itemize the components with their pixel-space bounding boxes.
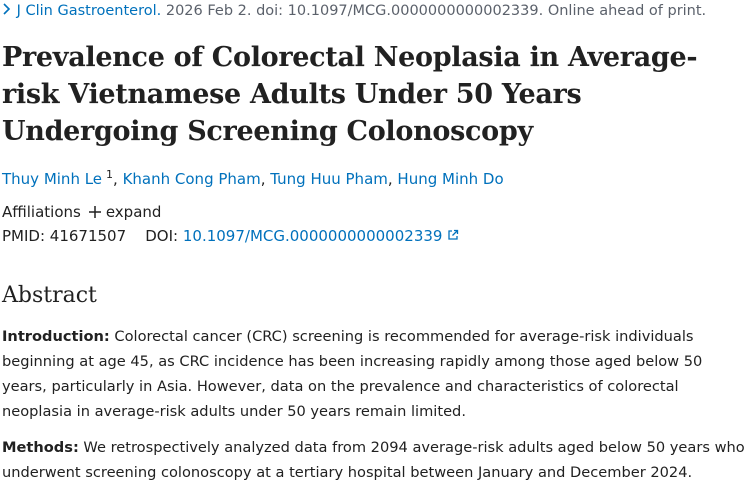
- affiliation-number[interactable]: 1: [106, 168, 114, 181]
- author-link[interactable]: Khanh Cong Pham: [122, 170, 261, 188]
- article-title: Prevalence of Colorectal Neoplasia in Av…: [2, 42, 698, 147]
- abstract-body: Introduction: Colorectal cancer (CRC) sc…: [2, 324, 748, 485]
- citation-details: 2026 Feb 2. doi: 10.1097/MCG.00000000000…: [165, 3, 707, 19]
- chevron-icon: [3, 3, 11, 15]
- author: Tung Huu Pham: [261, 170, 388, 188]
- author-link[interactable]: Thuy Minh Le: [2, 170, 103, 188]
- author-list: Thuy Minh Le1 Khanh Cong Pham Tung Huu Pha…: [2, 168, 748, 188]
- plus-icon: [88, 206, 101, 218]
- author: Khanh Cong Pham: [113, 170, 261, 188]
- author-link[interactable]: Tung Huu Pham: [270, 170, 388, 188]
- author: Thuy Minh Le 1: [2, 168, 114, 188]
- author-link[interactable]: Hung Minh Do: [397, 170, 504, 188]
- affiliations-label: Affiliations: [2, 203, 81, 221]
- pmid: 41671507: [49, 227, 127, 245]
- citation: J Clin Gastroenterol. 2026 Feb 2. doi: 1…: [2, 3, 748, 25]
- external-icon: [448, 229, 459, 240]
- doi-label: DOI:: [145, 227, 179, 245]
- expand-toggle[interactable]: expand: [88, 203, 162, 221]
- abstract-heading: Abstract: [2, 283, 97, 308]
- doi-link[interactable]: 10.1097/MCG.0000000000002339: [182, 227, 443, 245]
- affiliations: Affiliations expand: [2, 203, 748, 221]
- section-text: Colorectal cancer (CRC) screening is rec…: [2, 328, 703, 420]
- identifiers: PMID: 41671507 DOI: 10.1097/MCG.00000000…: [2, 227, 748, 245]
- section-label: Methods:: [2, 439, 79, 456]
- pmid-label: PMID:: [2, 227, 46, 245]
- expand-label: expand: [105, 203, 162, 221]
- abstract-paragraph: Methods: We retrospectively analyzed dat…: [2, 435, 748, 485]
- abstract-paragraph: Introduction: Colorectal cancer (CRC) sc…: [2, 324, 748, 424]
- journal-link[interactable]: J Clin Gastroenterol.: [16, 3, 162, 19]
- section-text: We retrospectively analyzed data from 20…: [2, 439, 745, 481]
- author: Hung Minh Do: [388, 170, 504, 188]
- section-label: Introduction:: [2, 328, 110, 345]
